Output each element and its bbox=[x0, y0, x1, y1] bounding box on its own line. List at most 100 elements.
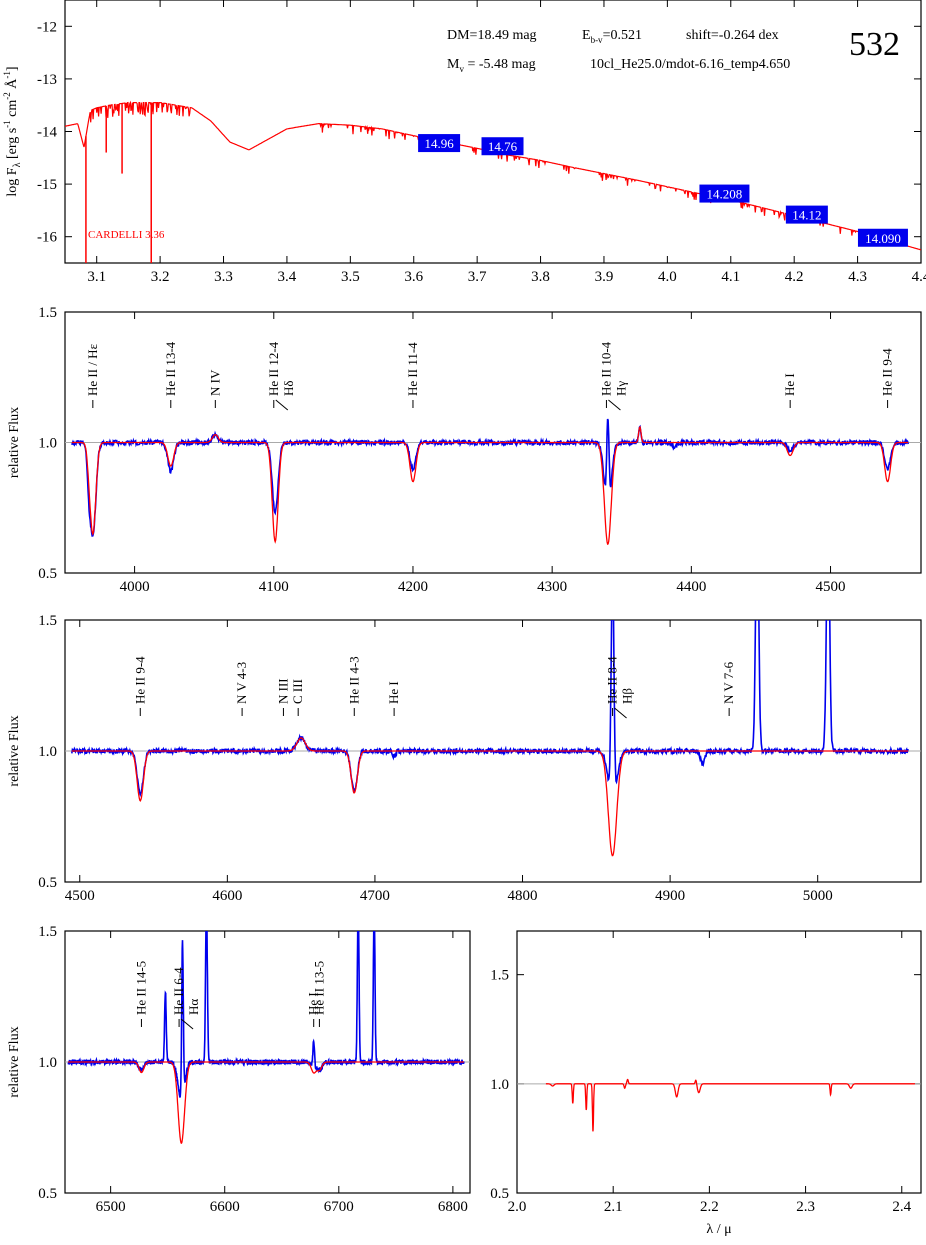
line-id-label: Hα bbox=[186, 999, 201, 1015]
y-tick-label: 1.5 bbox=[38, 613, 57, 629]
x-tick-label: 2.0 bbox=[508, 1199, 527, 1215]
y-axis-label-units: [erg s bbox=[5, 128, 20, 163]
x-tick-label: 4100 bbox=[259, 579, 289, 595]
line-id-label: He II / Hε bbox=[85, 343, 100, 396]
y-tick-label: 1.0 bbox=[38, 436, 57, 452]
line-id-label: He II 9-4 bbox=[880, 348, 895, 396]
y-axis-label-units: cm bbox=[5, 100, 20, 121]
x-tick-label: 3.8 bbox=[531, 269, 550, 285]
x-tick-label: 3.7 bbox=[468, 269, 487, 285]
y-tick-label: 1.0 bbox=[490, 1077, 509, 1093]
line-id-connector bbox=[180, 1018, 194, 1030]
y-axis-label-exp: -2 bbox=[2, 92, 12, 100]
x-tick-label: 3.3 bbox=[214, 269, 233, 285]
model-spectrum bbox=[71, 425, 909, 545]
blue-panel: 4000 4100 4200 4300 4400 4500 0.5 1.0 1.5 relativ… bbox=[7, 305, 922, 595]
line-id-label: He II 4-3 bbox=[346, 656, 361, 704]
x-tick-label: 4900 bbox=[655, 888, 685, 904]
y-tick-label: 1.0 bbox=[38, 744, 57, 760]
x-tick-label: 4400 bbox=[676, 579, 706, 595]
x-tick-label: 4500 bbox=[65, 888, 95, 904]
y-axis-label: relative Flux bbox=[7, 407, 22, 478]
y-axis-label: relative Flux bbox=[7, 715, 22, 786]
y-tick-label: 1.0 bbox=[38, 1055, 57, 1071]
line-id-label: He II 10-4 bbox=[598, 341, 613, 396]
line-id-label: He I bbox=[386, 681, 401, 704]
y-axis-label-units: Å bbox=[4, 78, 20, 93]
reddening-law: CARDELLI 3.36 bbox=[88, 229, 165, 241]
x-axis-label: λ / μ bbox=[706, 1222, 731, 1237]
distance-modulus: DM=18.49 mag bbox=[447, 28, 537, 43]
photometry-label: 14.96 bbox=[424, 136, 454, 151]
line-id-connector bbox=[608, 399, 621, 411]
line-id-label: He II 9-4 bbox=[132, 656, 147, 704]
line-id-connector bbox=[275, 399, 289, 411]
x-tick-label: 4000 bbox=[120, 579, 150, 595]
green-panel: 4500 4600 4700 4800 4900 5000 0.5 1.0 1.5 relativ… bbox=[7, 613, 922, 904]
line-id-connector bbox=[614, 707, 627, 719]
x-tick-label: 3.1 bbox=[87, 269, 106, 285]
line-id-label: N IV bbox=[207, 369, 222, 396]
star-id: 532 bbox=[849, 26, 900, 63]
line-id-label: C III bbox=[290, 679, 305, 704]
x-tick-label: 2.2 bbox=[700, 1199, 719, 1215]
x-tick-label: 4.3 bbox=[848, 269, 867, 285]
line-id-label: He II 11-4 bbox=[405, 342, 420, 396]
x-tick-label: 6600 bbox=[210, 1199, 240, 1215]
x-tick-label: 4600 bbox=[212, 888, 242, 904]
y-tick-label: 0.5 bbox=[38, 566, 57, 582]
x-tick-label: 4800 bbox=[508, 888, 538, 904]
line-id-label: N III bbox=[275, 678, 290, 704]
y-tick-label: -13 bbox=[37, 72, 57, 88]
model-spectrum bbox=[68, 1061, 464, 1145]
photometry-box bbox=[418, 134, 461, 153]
x-tick-label: 4.0 bbox=[658, 269, 677, 285]
y-tick-label: -16 bbox=[37, 230, 57, 246]
line-id-label: He II 6-4 bbox=[171, 967, 186, 1015]
x-tick-label: 4.2 bbox=[785, 269, 804, 285]
y-axis-label-sub: λ bbox=[12, 162, 23, 167]
photometry-box bbox=[699, 184, 750, 203]
y-axis-label-exp: -1 bbox=[2, 71, 12, 79]
x-tick-label: 6500 bbox=[96, 1199, 126, 1215]
absolute-magnitude-sub: v bbox=[459, 64, 464, 74]
x-tick-label: 2.1 bbox=[604, 1199, 623, 1215]
line-id-label: Hδ bbox=[281, 380, 296, 396]
line-id-label: He II 12-4 bbox=[266, 341, 281, 396]
photometry-box bbox=[481, 137, 524, 156]
photometry-box bbox=[785, 205, 828, 224]
x-tick-label: 4.1 bbox=[721, 269, 740, 285]
model-spectrum bbox=[71, 737, 909, 857]
absolute-magnitude: Mv = -5.48 mag bbox=[447, 57, 536, 74]
observed-spectrum bbox=[71, 418, 909, 537]
line-id-label: He II 8-4 bbox=[605, 656, 620, 704]
line-id-label: N V 7-6 bbox=[721, 661, 736, 704]
x-tick-label: 4200 bbox=[398, 579, 428, 595]
photometry-box bbox=[857, 228, 908, 247]
y-tick-label: 0.5 bbox=[38, 875, 57, 891]
photometry-label: 14.208 bbox=[707, 187, 743, 202]
x-tick-label: 3.2 bbox=[151, 269, 170, 285]
color-excess-sub: b-v bbox=[591, 35, 603, 45]
line-id-label: He I bbox=[306, 992, 321, 1015]
line-id-label: N V 4-3 bbox=[234, 662, 249, 704]
x-tick-label: 3.6 bbox=[404, 269, 423, 285]
flux-shift: shift=-0.264 dex bbox=[686, 28, 779, 43]
red-panel: 6500 6600 6700 6800 0.5 1.0 1.5 relative Flux He… bbox=[7, 924, 471, 1215]
photometry-label: 14.12 bbox=[792, 208, 821, 223]
sed-panel: 3.1 3.2 3.3 3.4 3.5 3.6 3.7 3.8 3.9 4.0 4.1 4.2 4.3 4… bbox=[2, 0, 926, 285]
y-tick-label: 1.5 bbox=[38, 924, 57, 940]
x-tick-label: 3.9 bbox=[595, 269, 614, 285]
model-sed-line bbox=[65, 100, 921, 251]
observed-spectrum bbox=[71, 620, 909, 798]
x-tick-label: 2.4 bbox=[892, 1199, 911, 1215]
absolute-magnitude-value: = -5.48 mag bbox=[464, 57, 536, 72]
line-id-label: Hγ bbox=[613, 381, 628, 396]
y-tick-label: -15 bbox=[37, 177, 57, 193]
ir-panel: 2.0 2.1 2.2 2.3 2.4 0.5 1.0 1.5 λ / μ bbox=[490, 930, 922, 1237]
x-tick-label: 3.4 bbox=[278, 269, 297, 285]
x-tick-label: 4300 bbox=[537, 579, 567, 595]
model-spectrum bbox=[545, 1078, 915, 1132]
y-tick-label: 1.5 bbox=[490, 968, 509, 984]
y-axis-label-units: ] bbox=[5, 66, 20, 71]
